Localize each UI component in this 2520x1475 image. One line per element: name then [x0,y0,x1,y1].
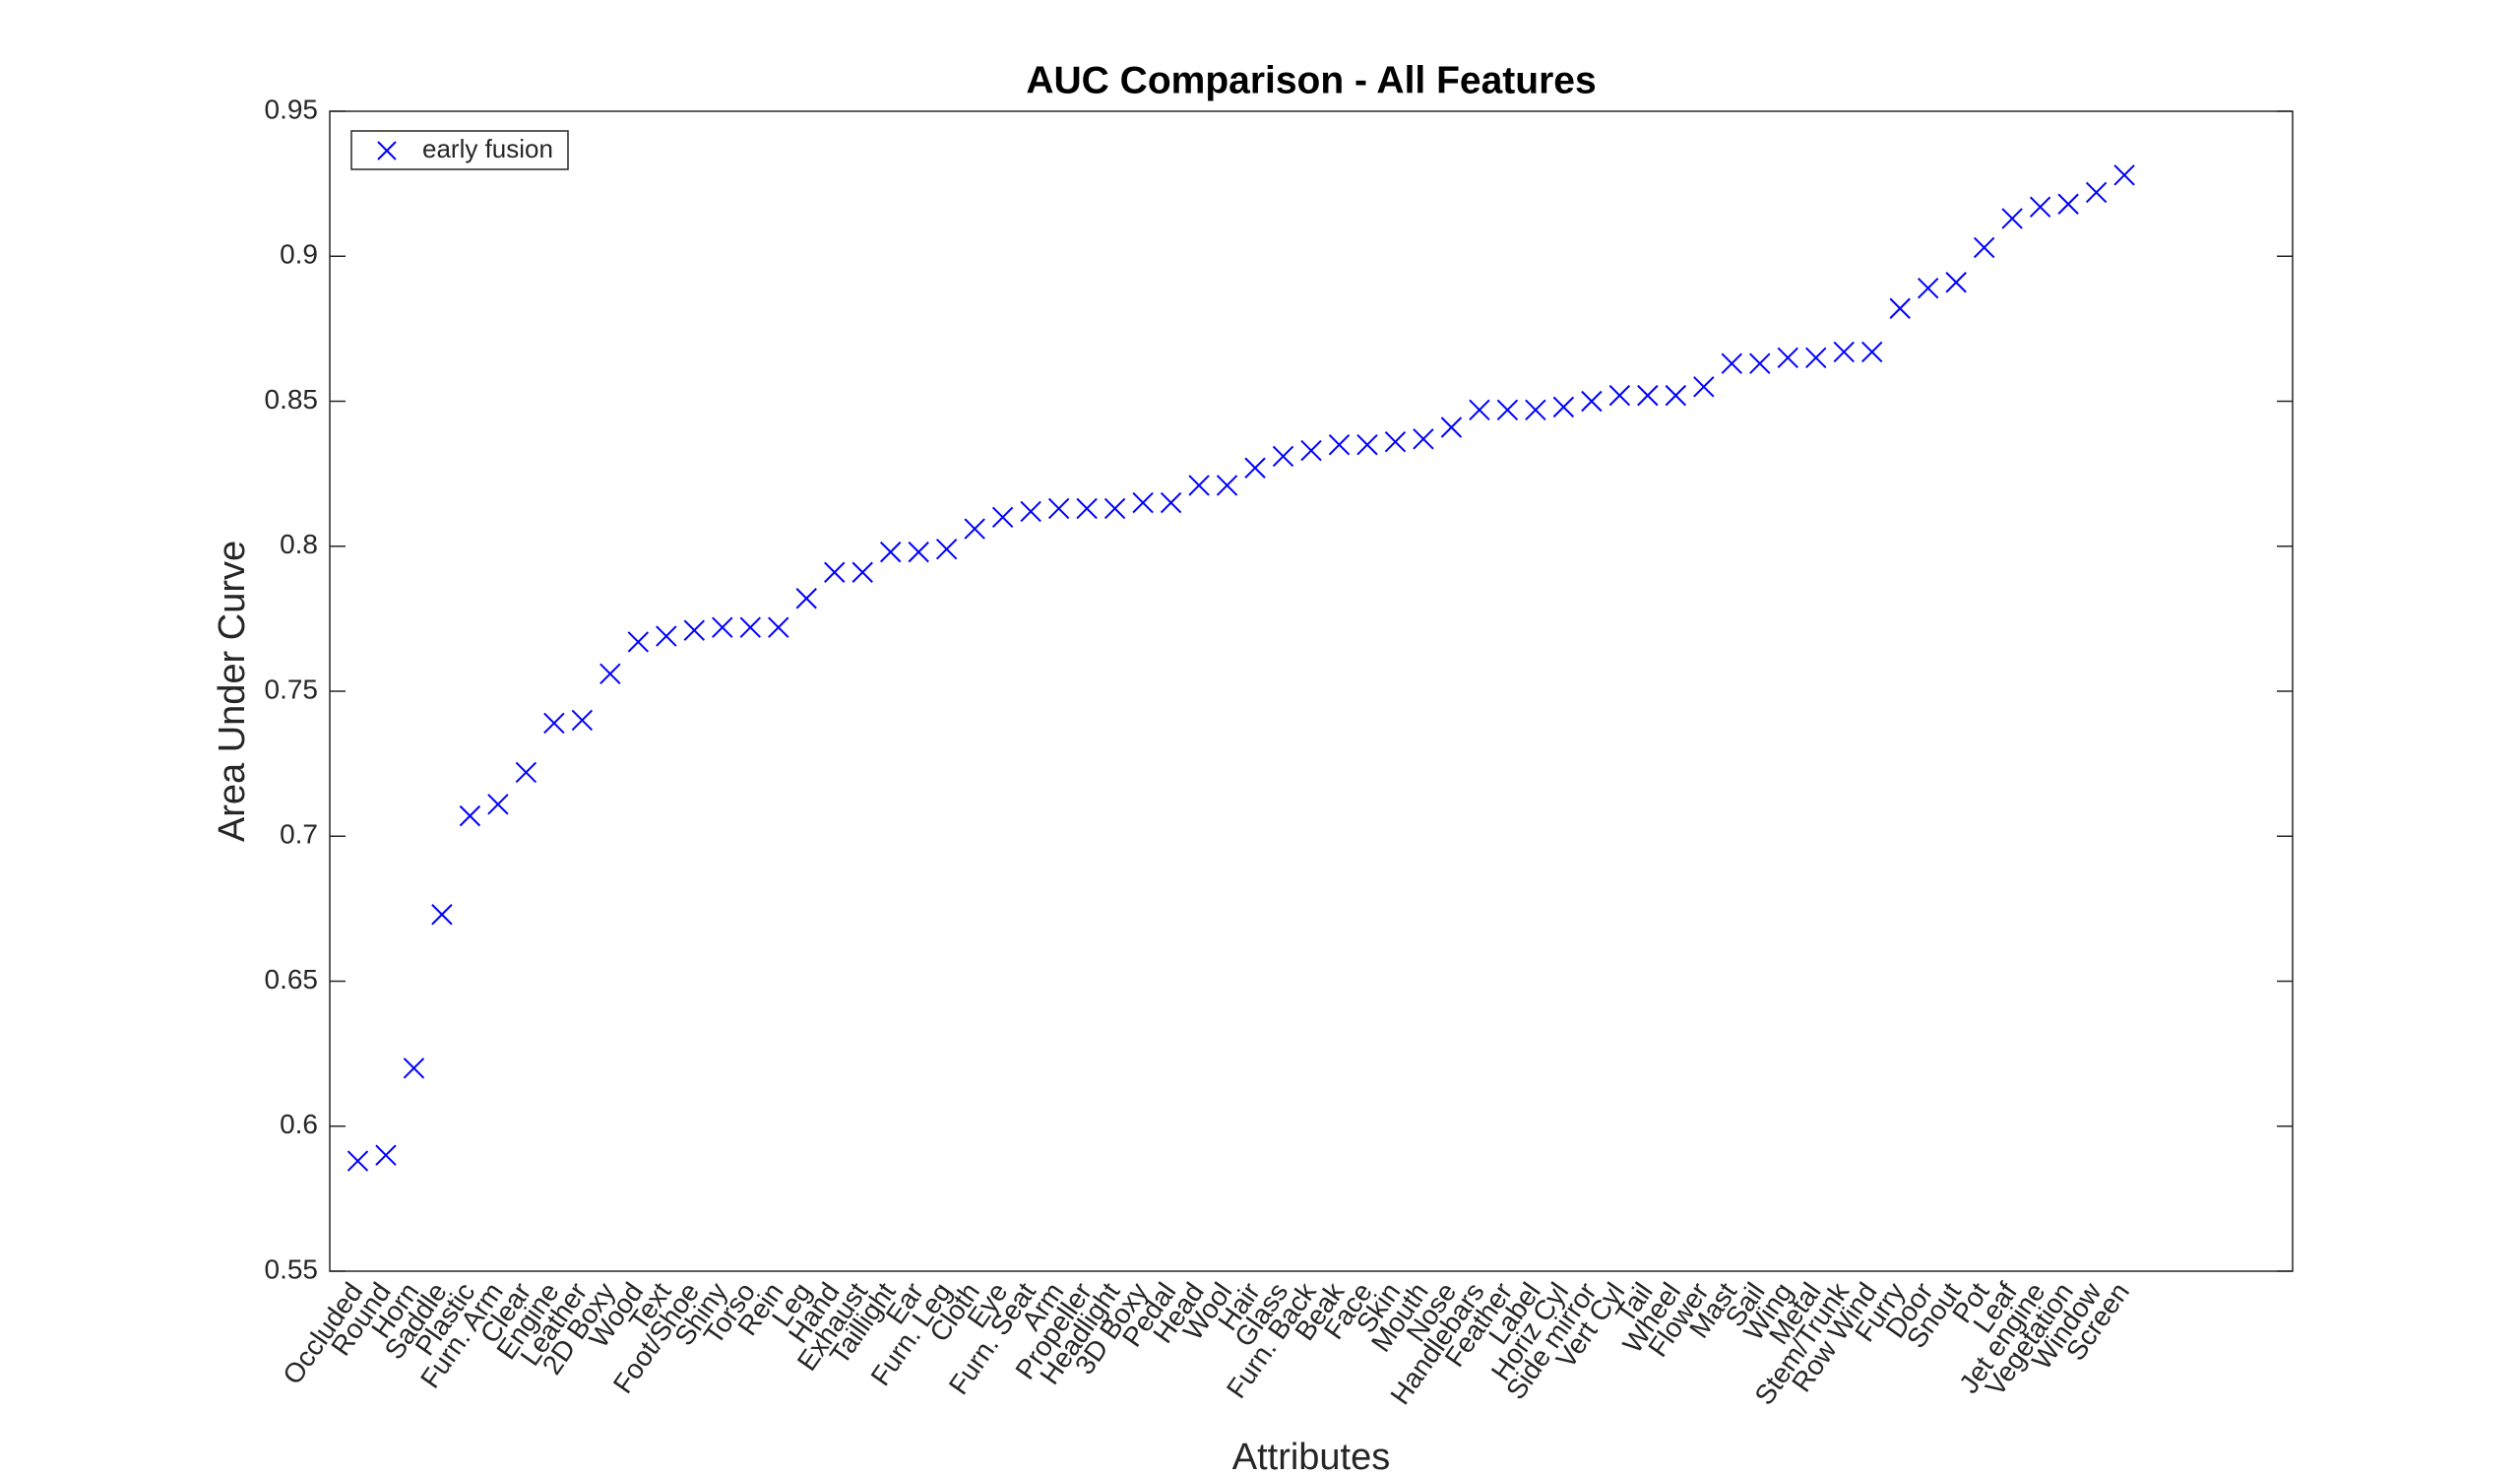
y-tick-label: 0.75 [265,673,319,704]
marker [1328,433,1351,456]
marker [824,561,846,583]
marker [1272,445,1294,468]
marker [346,1150,369,1172]
marker [908,541,929,563]
marker [571,709,594,732]
marker [1637,384,1659,407]
marker [656,625,677,647]
marker [795,588,817,609]
marker [1973,236,1995,259]
marker [627,631,650,653]
y-axis-label: Area Under Curve [212,541,253,842]
marker [683,619,706,641]
y-tick-label: 0.7 [280,819,318,850]
marker [1020,500,1041,523]
marker [991,506,1014,529]
marker [768,616,789,638]
y-tick-label: 0.6 [280,1109,318,1139]
marker [1076,497,1098,520]
marker [2029,196,2051,218]
plot-frame [329,110,2294,1272]
marker [1861,341,1883,363]
marker [964,518,985,540]
marker [1749,353,1771,374]
marker [431,904,453,926]
x-axis-label: Attributes [1232,1437,1391,1475]
legend-box [350,130,569,170]
marker [1608,384,1631,407]
marker [1413,428,1434,450]
marker [2057,193,2079,215]
y-tick-label: 0.65 [265,964,319,994]
marker [1525,399,1546,421]
marker [599,663,621,685]
marker [1805,347,1827,369]
marker [1496,399,1519,421]
marker [1384,431,1407,453]
marker [935,538,958,560]
marker [851,561,873,583]
y-tick-label: 0.9 [280,239,318,270]
marker [1216,475,1238,496]
marker [1945,272,1967,293]
marker [1917,277,1939,299]
marker [2001,208,2023,229]
y-tick-label: 0.8 [280,529,318,559]
marker [739,616,761,638]
chart-title: AUC Comparison - All Features [1026,59,1596,101]
marker [375,1144,397,1166]
legend: early fusion [350,130,569,170]
marker [1188,475,1210,496]
marker [1047,497,1070,520]
marker [1889,297,1911,319]
marker [1833,341,1855,363]
marker [487,794,509,815]
marker [1777,347,1798,369]
marker [1160,491,1182,514]
marker [1244,457,1266,479]
legend-label: early fusion [422,134,553,163]
marker [1552,396,1575,418]
marker [1721,353,1742,374]
marker [2113,164,2135,186]
y-tick-label: 0.85 [265,384,319,415]
marker [1693,376,1715,398]
marker [2085,181,2108,204]
marker [712,616,733,638]
marker [1440,417,1463,438]
marker [543,712,565,735]
y-tick-label: 0.55 [265,1253,319,1284]
marker [1356,433,1378,456]
y-tick-label: 0.95 [265,94,319,124]
marker [1469,399,1490,421]
marker [1103,497,1126,520]
marker [1581,390,1603,413]
marker [459,804,481,827]
marker [403,1058,425,1079]
marker [515,761,537,784]
marker [1665,384,1687,407]
marker [1132,491,1154,514]
marker [880,541,902,563]
marker [1300,439,1322,462]
legend-marker [377,141,397,160]
